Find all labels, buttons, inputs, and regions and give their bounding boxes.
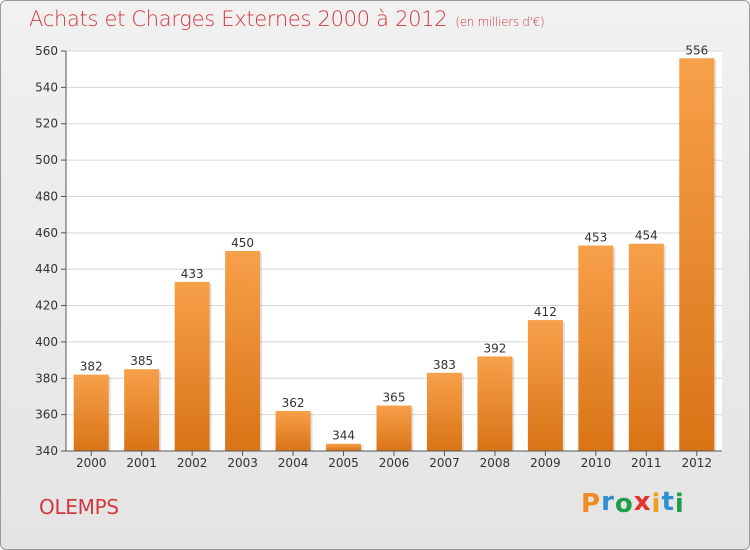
chart-title-text: Achats et Charges Externes 2000 à 2012 (29, 7, 448, 31)
x-tick-label: 2011 (631, 456, 662, 470)
y-tick-label: 360 (35, 408, 58, 422)
logo-letter: i (651, 489, 662, 519)
bar-2009 (527, 320, 563, 451)
logo-letter: P (581, 489, 602, 519)
bar-2002 (174, 281, 210, 451)
y-tick-label: 400 (35, 335, 58, 349)
y-tick-label: 460 (35, 226, 58, 240)
logo-letter: t (661, 487, 675, 517)
commune-name: OLEMPS (39, 495, 119, 519)
bar-2011 (628, 243, 664, 451)
x-tick-label: 2005 (328, 456, 359, 470)
chart-title: Achats et Charges Externes 2000 à 2012 (e… (29, 7, 545, 31)
x-tick-label: 2000 (76, 456, 107, 470)
y-tick-label: 520 (35, 117, 58, 131)
x-tick-label: 2008 (480, 456, 511, 470)
bar-2000 (73, 374, 109, 451)
y-tick-label: 340 (35, 444, 58, 458)
x-tick-label: 2002 (177, 456, 208, 470)
bar-2001 (124, 369, 160, 451)
bar-2010 (578, 245, 614, 451)
data-label: 454 (635, 229, 658, 243)
proxiti-logo: Proxiti (581, 487, 685, 519)
logo-letter: x (633, 487, 652, 517)
data-label: 392 (483, 341, 506, 355)
data-label: 383 (433, 358, 456, 372)
x-tick-label: 2010 (581, 456, 612, 470)
x-tick-label: 2001 (126, 456, 157, 470)
chart-subtitle: (en milliers d'€) (455, 15, 545, 29)
data-label: 365 (383, 391, 406, 405)
x-tick-label: 2012 (681, 456, 712, 470)
bar-2005 (326, 443, 362, 451)
x-tick-label: 2009 (530, 456, 561, 470)
y-tick-label: 480 (35, 189, 58, 203)
data-label: 412 (534, 305, 557, 319)
x-axis: 2000 2001 2002 2003 2004 2005 2006 2007 2008 2009… (66, 450, 722, 470)
x-tick-label: 2003 (227, 456, 258, 470)
y-axis: 340 360 380 400 420 440 460 480 500 520 540 560 (35, 44, 67, 458)
bar-2007 (426, 372, 462, 451)
data-label: 433 (181, 267, 204, 281)
bar-2004 (275, 411, 311, 451)
data-label: 382 (80, 360, 103, 374)
logo-letter: o (614, 489, 634, 519)
x-tick-label: 2007 (429, 456, 460, 470)
logo-letter: i (674, 489, 685, 519)
bar-2006 (376, 405, 412, 451)
y-tick-label: 440 (35, 262, 58, 276)
bar-2008 (477, 356, 513, 451)
bar-2012 (679, 58, 715, 451)
y-tick-label: 380 (35, 371, 58, 385)
x-tick-label: 2006 (379, 456, 410, 470)
data-label: 385 (130, 354, 153, 368)
data-label: 556 (685, 43, 708, 57)
y-tick-label: 420 (35, 299, 58, 313)
data-label: 344 (332, 429, 355, 443)
x-tick-label: 2004 (278, 456, 309, 470)
y-tick-label: 540 (35, 80, 58, 94)
bars: 382 385 433 450 362 344 365 383 392 412 453 454 556 (73, 43, 717, 451)
data-label: 450 (231, 236, 254, 250)
data-label: 362 (282, 396, 305, 410)
bar-2003 (225, 251, 261, 451)
data-label: 453 (584, 231, 607, 245)
logo-letter: r (601, 487, 615, 517)
y-tick-label: 500 (35, 153, 58, 167)
y-tick-label: 560 (35, 44, 58, 58)
